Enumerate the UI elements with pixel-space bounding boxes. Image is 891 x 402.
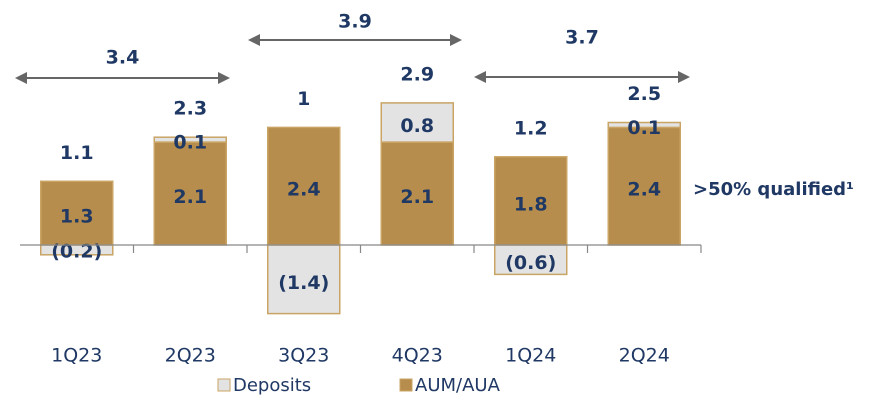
value-label: 2.4	[287, 179, 321, 201]
bar-segment	[40, 180, 114, 246]
arrow-head	[450, 34, 462, 46]
value-label: 0.8	[400, 115, 434, 137]
value-label: 1.8	[514, 193, 548, 215]
x-tick-label: 1Q24	[505, 345, 556, 367]
value-label: 2.4	[627, 179, 661, 201]
arrow-head	[678, 71, 690, 83]
value-label: 0.1	[173, 132, 207, 154]
bar-segment	[380, 141, 454, 246]
arrow-head	[248, 34, 260, 46]
bar-segment	[153, 136, 227, 143]
x-tick-label: 2Q24	[619, 345, 670, 367]
legend-swatch	[217, 378, 231, 392]
arrow-head	[15, 72, 27, 84]
value-label: (0.6)	[505, 252, 556, 274]
total-label: 1.2	[514, 117, 548, 139]
total-label: 2.5	[627, 83, 661, 105]
value-label: 1.3	[60, 206, 94, 228]
x-tick-label: 2Q23	[165, 345, 216, 367]
value-label: 2.1	[400, 186, 434, 208]
total-label: 1	[297, 88, 310, 110]
value-label: 2.1	[173, 186, 207, 208]
total-label: 2.3	[173, 98, 207, 120]
total-label: 2.9	[400, 63, 434, 85]
value-label: (1.4)	[278, 272, 329, 294]
bar-segment	[607, 121, 681, 129]
legend-label: AUM/AUA	[415, 375, 501, 396]
legend-swatch	[399, 378, 413, 392]
annotation: >50% qualified¹	[693, 179, 854, 200]
bar-segment	[267, 244, 341, 315]
value-label: 0.1	[627, 117, 661, 139]
arrow-head	[218, 72, 230, 84]
period-total: 3.7	[565, 27, 599, 49]
bar-segment	[494, 244, 568, 276]
period-total: 3.4	[106, 47, 140, 69]
value-label: (0.2)	[51, 240, 102, 262]
x-tick-label: 3Q23	[278, 345, 329, 367]
x-tick-label: 4Q23	[392, 345, 443, 367]
arrow-head	[474, 71, 486, 83]
x-tick-label: 1Q23	[51, 345, 102, 367]
legend-label: Deposits	[233, 375, 311, 396]
bar-segment	[267, 126, 341, 246]
period-total: 3.9	[338, 11, 372, 33]
bar-segment	[380, 102, 454, 143]
total-label: 1.1	[60, 142, 94, 164]
bar-segment	[494, 156, 568, 246]
